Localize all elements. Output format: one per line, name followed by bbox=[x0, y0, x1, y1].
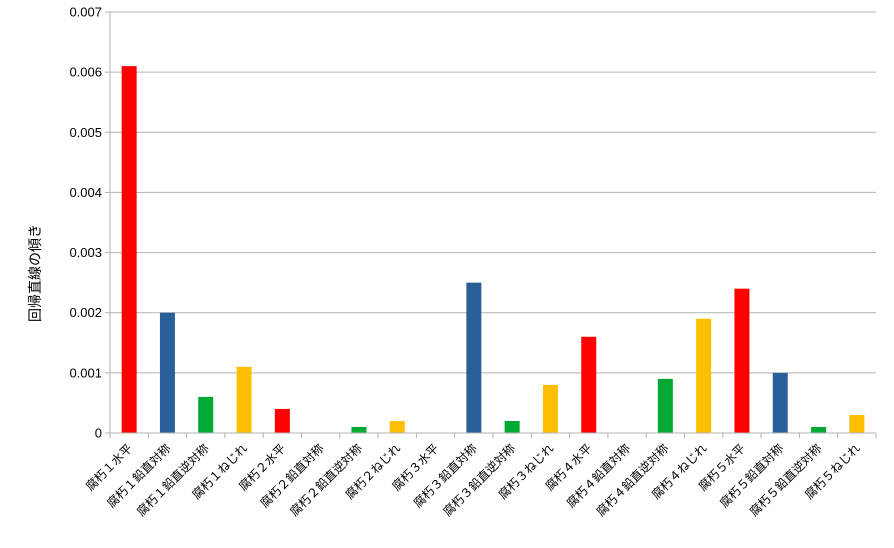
bar bbox=[542, 384, 558, 433]
bar bbox=[274, 408, 290, 433]
y-tick-labels: 0 0.001 0.002 0.003 0.004 0.005 0.006 0.007 bbox=[69, 5, 102, 441]
y-tick-label: 0.005 bbox=[69, 125, 102, 140]
category-label: 腐朽４鉛直対称 bbox=[563, 441, 633, 511]
y-tick-label: 0.006 bbox=[69, 65, 102, 80]
bar bbox=[734, 288, 750, 433]
category-label: 腐朽３鉛直逆対称 bbox=[440, 441, 518, 519]
bar bbox=[811, 426, 827, 433]
bar bbox=[581, 336, 597, 433]
bar bbox=[466, 282, 482, 433]
category-label: 腐朽１鉛直対称 bbox=[104, 441, 174, 511]
y-tick-label: 0.002 bbox=[69, 305, 102, 320]
bars bbox=[121, 66, 865, 433]
bar bbox=[657, 378, 673, 433]
category-label: 腐朽５鉛直対称 bbox=[716, 441, 786, 511]
bar bbox=[351, 426, 367, 433]
bar bbox=[159, 312, 175, 433]
bar bbox=[849, 414, 865, 433]
category-label: 腐朽３鉛直対称 bbox=[410, 441, 480, 511]
bar bbox=[772, 372, 788, 433]
category-label: 腐朽５鉛直逆対称 bbox=[746, 441, 824, 519]
y-tick-label: 0.001 bbox=[69, 365, 102, 380]
category-label: 腐朽２鉛直対称 bbox=[257, 441, 327, 511]
category-label: 腐朽４鉛直逆対称 bbox=[593, 441, 671, 519]
bar bbox=[121, 66, 137, 433]
category-labels: 腐朽１水平腐朽１鉛直対称腐朽１鉛直逆対称腐朽１ねじれ腐朽２水平腐朽２鉛直対称腐朽… bbox=[82, 441, 863, 519]
gridlines bbox=[105, 11, 876, 434]
y-axis-title: 回帰直線の傾き bbox=[27, 224, 44, 322]
y-tick-label: 0 bbox=[95, 426, 102, 441]
axes bbox=[109, 12, 877, 438]
bar bbox=[389, 420, 405, 433]
bar bbox=[198, 396, 214, 433]
y-tick-label: 0.007 bbox=[69, 5, 102, 20]
y-tick-label: 0.003 bbox=[69, 245, 102, 260]
bar bbox=[504, 420, 520, 433]
category-label: 腐朽１鉛直逆対称 bbox=[133, 441, 211, 519]
bar bbox=[236, 366, 252, 433]
y-tick-label: 0.004 bbox=[69, 185, 102, 200]
category-label: 腐朽２鉛直逆対称 bbox=[287, 441, 365, 519]
bar bbox=[696, 318, 712, 433]
